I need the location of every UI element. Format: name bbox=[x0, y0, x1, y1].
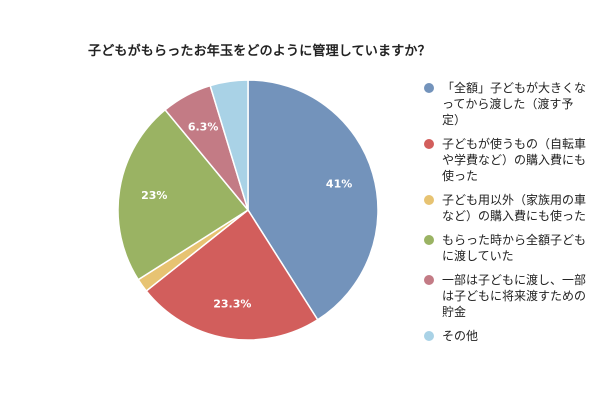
legend-item-3: 子ども用以外（家族用の車 など）の購入費にも使った bbox=[424, 192, 600, 224]
legend-swatch-icon bbox=[424, 139, 434, 149]
legend-label: その他 bbox=[442, 329, 479, 343]
slice-label-5: 6.3% bbox=[188, 120, 219, 133]
legend-item-6: その他 bbox=[424, 328, 600, 344]
slice-label-4: 23% bbox=[141, 189, 167, 202]
legend-swatch-icon bbox=[424, 331, 434, 341]
chart-title: 子どもがもらったお年玉をどのように管理していますか？ bbox=[88, 44, 431, 59]
legend-item-2: 子どもが使うもの（自転車 や学費など）の購入費にも 使った bbox=[424, 136, 600, 184]
legend-item-5: 一部は子どもに渡し、一部 は子どもに将来渡すための 貯金 bbox=[424, 272, 600, 320]
pie-chart: 41% 23.3% 23% 6.3% bbox=[117, 79, 379, 341]
legend-label: 子どもが使うもの（自転車 や学費など）の購入費にも 使った bbox=[442, 137, 587, 183]
legend-label: 子ども用以外（家族用の車 など）の購入費にも使った bbox=[442, 193, 587, 223]
legend-swatch-icon bbox=[424, 235, 434, 245]
legend-swatch-icon bbox=[424, 83, 434, 93]
slice-label-2: 23.3% bbox=[213, 298, 251, 311]
legend-label: もらった時から全額子ども に渡していた bbox=[442, 233, 587, 263]
legend-swatch-icon bbox=[424, 195, 434, 205]
legend-label: 「全額」子どもが大きくな ってから渡した（渡す予 定） bbox=[442, 81, 587, 127]
legend-item-1: 「全額」子どもが大きくな ってから渡した（渡す予 定） bbox=[424, 80, 600, 128]
pie-slice-2 bbox=[145, 208, 319, 341]
legend-label: 一部は子どもに渡し、一部 は子どもに将来渡すための 貯金 bbox=[442, 273, 587, 319]
legend-item-4: もらった時から全額子ども に渡していた bbox=[424, 232, 600, 264]
legend: 「全額」子どもが大きくな ってから渡した（渡す予 定） 子どもが使うもの（自転車 … bbox=[424, 80, 600, 352]
slice-label-1: 41% bbox=[326, 178, 352, 191]
pie-slice-4 bbox=[117, 108, 250, 281]
legend-swatch-icon bbox=[424, 275, 434, 285]
pie-slice-6 bbox=[209, 79, 249, 211]
